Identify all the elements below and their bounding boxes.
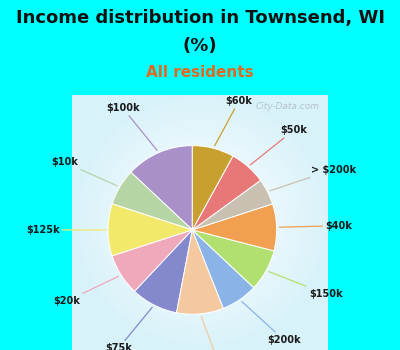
Wedge shape (192, 230, 254, 308)
Text: City-Data.com: City-Data.com (256, 102, 320, 111)
Text: $20k: $20k (53, 276, 119, 306)
Text: $150k: $150k (269, 272, 342, 299)
Wedge shape (192, 204, 277, 251)
Text: (%): (%) (183, 37, 217, 55)
Text: $125k: $125k (26, 225, 105, 235)
Text: $10k: $10k (51, 157, 117, 186)
Text: $30k: $30k (201, 316, 232, 350)
Wedge shape (176, 230, 223, 314)
Text: $50k: $50k (250, 125, 307, 165)
Text: $75k: $75k (105, 307, 152, 350)
Text: > $200k: > $200k (270, 164, 356, 191)
Text: $100k: $100k (106, 103, 157, 150)
Wedge shape (192, 146, 233, 230)
Wedge shape (192, 156, 260, 230)
Wedge shape (112, 172, 192, 230)
Wedge shape (135, 230, 192, 313)
Wedge shape (108, 204, 192, 256)
Text: All residents: All residents (146, 65, 254, 80)
Wedge shape (192, 180, 272, 230)
Text: $60k: $60k (215, 96, 252, 146)
Text: Income distribution in Townsend, WI: Income distribution in Townsend, WI (16, 9, 384, 27)
Wedge shape (112, 230, 192, 292)
Text: $40k: $40k (279, 221, 352, 231)
Text: $200k: $200k (242, 301, 301, 345)
Wedge shape (131, 146, 192, 230)
Wedge shape (192, 230, 274, 288)
